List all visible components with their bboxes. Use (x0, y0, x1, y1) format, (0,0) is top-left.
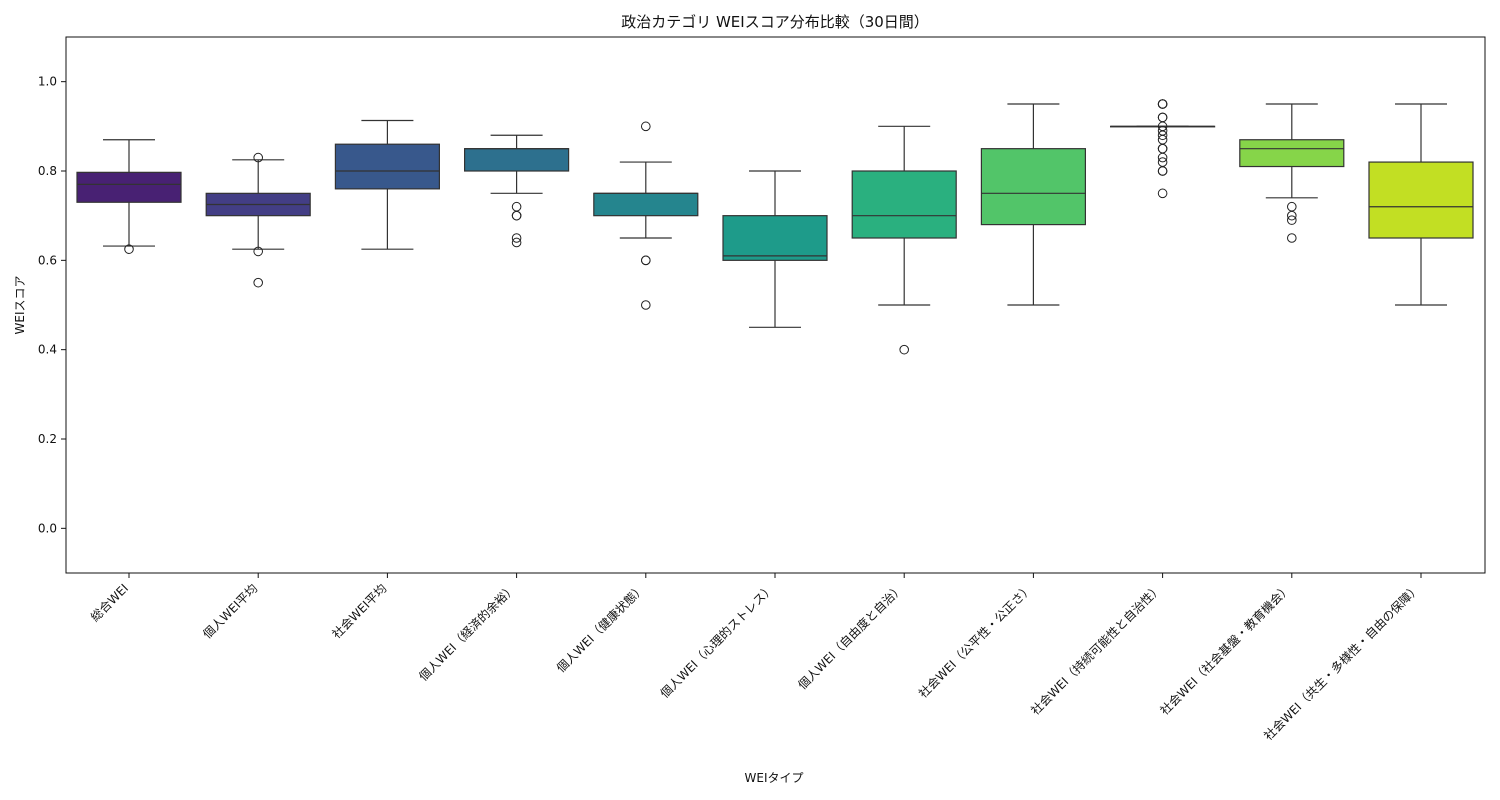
outlier-point (253, 277, 264, 288)
outlier-point (253, 246, 264, 257)
outlier-point (899, 344, 910, 355)
y-axis-label: WEIスコア (13, 276, 27, 335)
outlier-point (511, 233, 522, 243)
x-tick-label: 総合WEI (87, 581, 131, 625)
y-tick-label: 0.4 (38, 343, 57, 357)
box-iqr (464, 148, 570, 172)
x-tick-label: 社会WEI（社会基盤・教育機会） (1157, 581, 1294, 718)
outlier-point (1157, 99, 1168, 109)
box-iqr (1239, 139, 1345, 168)
y-tick-label: 0.2 (38, 432, 57, 446)
x-tick-label: 個人WEI平均 (200, 581, 260, 641)
outlier-point (641, 300, 651, 310)
box-iqr (722, 215, 828, 261)
outlier-point (1157, 152, 1168, 163)
x-tick-label: 個人WEI（経済的余裕） (415, 581, 518, 684)
x-tick-label: 個人WEI（健康状態） (553, 581, 648, 676)
outlier-point (1157, 143, 1168, 154)
x-tick-label: 個人WEI（心理的ストレス） (657, 581, 777, 701)
outlier-point (511, 201, 522, 212)
box-iqr (76, 171, 182, 203)
box-iqr (851, 170, 957, 239)
outlier-point (1287, 210, 1297, 221)
box-iqr (334, 143, 440, 190)
box-iqr (980, 148, 1087, 226)
x-tick-label: 社会WEI（共生・多様性・自由の保障） (1260, 581, 1423, 744)
outlier-point (1287, 215, 1297, 225)
outlier-point (641, 255, 651, 266)
x-tick-label: 社会WEI平均 (329, 581, 390, 642)
outlier-point (1157, 188, 1168, 199)
chart-title: 政治カテゴリ WEIスコア分布比較（30日間） (621, 13, 929, 31)
outlier-point (1157, 130, 1168, 141)
plot-frame (65, 36, 1486, 574)
outlier-point (124, 244, 134, 254)
y-tick-label: 0.8 (38, 164, 57, 178)
box-iqr (593, 192, 699, 217)
outlier-point (641, 121, 651, 132)
outlier-point (1287, 233, 1297, 243)
outlier-point (511, 210, 522, 221)
box-iqr (1368, 161, 1474, 239)
outlier-point (511, 237, 522, 248)
x-tick-label: 個人WEI（自由度と自治） (795, 581, 907, 693)
y-tick-label: 0.0 (38, 521, 57, 535)
x-tick-label: 社会WEI（公平性・公正さ） (915, 581, 1035, 701)
x-axis-label: WEIタイプ (745, 771, 804, 785)
outlier-point (1157, 112, 1168, 123)
x-tick-label: 社会WEI（持続可能性と自治性） (1028, 581, 1165, 718)
outlier-point (1287, 201, 1297, 212)
y-tick-label: 1.0 (38, 75, 57, 89)
outlier-point (253, 152, 264, 163)
y-tick-label: 0.6 (38, 253, 57, 267)
outlier-point (1157, 166, 1168, 176)
